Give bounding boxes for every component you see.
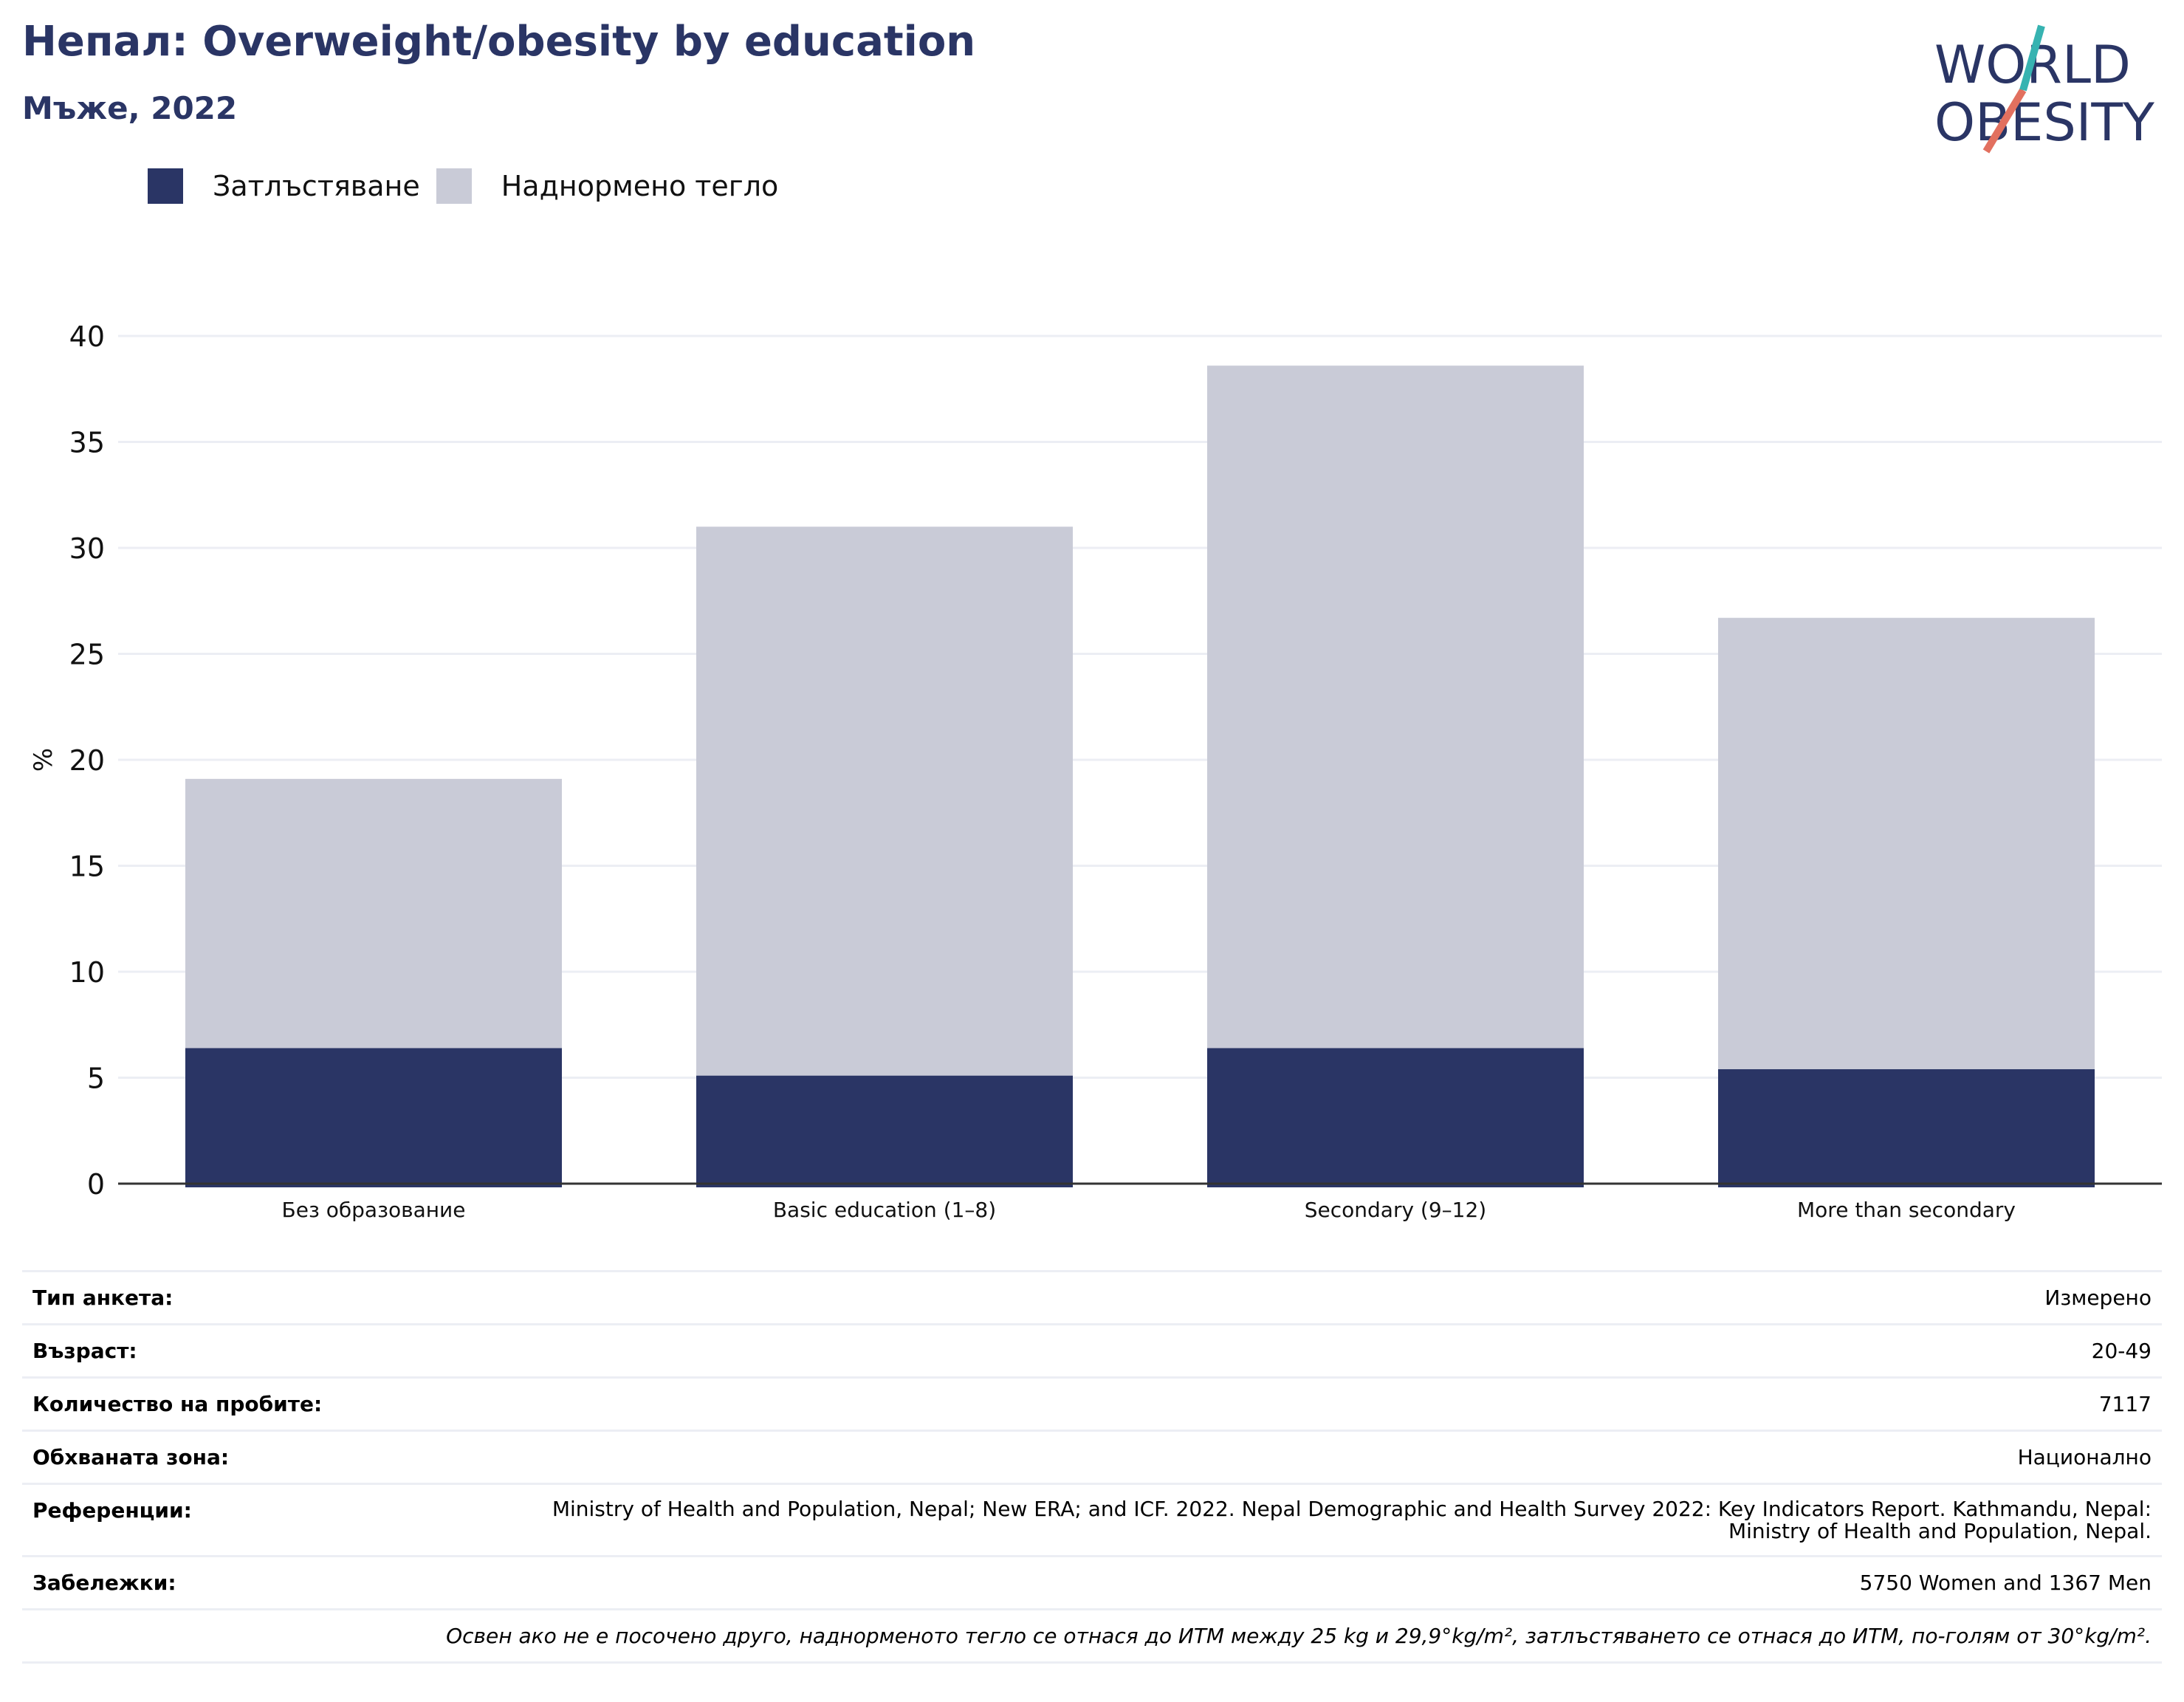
x-tick-label: More than secondary bbox=[1797, 1198, 2016, 1222]
legend-label-obesity: Затлъстяване bbox=[213, 170, 420, 202]
info-value: Национално bbox=[2017, 1445, 2152, 1469]
bar-obesity bbox=[1207, 1048, 1584, 1187]
info-value: 7117 bbox=[2098, 1392, 2152, 1416]
info-label: Обхваната зона: bbox=[32, 1445, 230, 1469]
chart-title: Непал: Overweight/obesity by education bbox=[22, 18, 976, 66]
x-tick-label: Без образование bbox=[282, 1198, 466, 1222]
legend-swatch-obesity bbox=[148, 168, 183, 204]
y-tick-label: 35 bbox=[69, 427, 105, 459]
info-row-notes: Забележки: 5750 Women and 1367 Men bbox=[22, 1555, 2162, 1608]
info-row-sample-size: Количество на пробите: 7117 bbox=[22, 1376, 2162, 1430]
info-row-survey-type: Тип анкета: Измерено bbox=[22, 1270, 2162, 1323]
info-row-area-covered: Обхваната зона: Национално bbox=[22, 1430, 2162, 1483]
legend-swatch-overweight bbox=[436, 168, 472, 204]
info-label: Количество на пробите: bbox=[32, 1392, 323, 1416]
info-label: Възраст: bbox=[32, 1339, 137, 1363]
info-label: Забележки: bbox=[32, 1571, 176, 1595]
bar-chart: 0 5 10 15 20 25 30 35 40% Без образование Basic ed… bbox=[29, 320, 2162, 1222]
bar-obesity bbox=[185, 1048, 562, 1187]
chart-subtitle: Мъже, 2022 bbox=[22, 90, 238, 126]
chart-legend: Затлъстяване Наднормено тегло bbox=[148, 168, 794, 204]
info-label: Референции: bbox=[32, 1498, 192, 1523]
info-row-age: Възраст: 20-49 bbox=[22, 1323, 2162, 1376]
bar-overweight bbox=[185, 778, 562, 1049]
world-obesity-logo: WORLD OBESITY bbox=[1934, 24, 2154, 154]
y-axis-label: % bbox=[29, 748, 58, 772]
info-row-references: Референции: Ministry of Health and Popul… bbox=[22, 1483, 2162, 1555]
bar-overweight bbox=[696, 526, 1073, 1076]
footnote: Освен ако не е посочено друго, наднормен… bbox=[22, 1608, 2162, 1664]
x-tick-label: Secondary (9–12) bbox=[1305, 1198, 1486, 1222]
y-tick-label: 10 bbox=[69, 956, 105, 989]
info-value: Ministry of Health and Population, Nepal… bbox=[552, 1497, 2152, 1543]
y-tick-label: 40 bbox=[69, 320, 105, 353]
y-tick-label: 25 bbox=[69, 639, 105, 671]
info-label: Тип анкета: bbox=[32, 1286, 174, 1310]
legend-item-obesity: Затлъстяване bbox=[148, 168, 420, 204]
y-tick-label: 0 bbox=[87, 1168, 105, 1201]
x-tick-label: Basic education (1–8) bbox=[773, 1198, 996, 1222]
info-value: 20-49 bbox=[2091, 1339, 2152, 1363]
logo-line-2: OBESITY bbox=[1934, 92, 2154, 153]
bar-overweight bbox=[1207, 366, 1584, 1049]
info-value: 5750 Women and 1367 Men bbox=[1859, 1571, 2152, 1595]
y-tick-label: 30 bbox=[69, 532, 105, 565]
legend-label-overweight: Наднормено тегло bbox=[501, 170, 779, 202]
legend-item-overweight: Наднормено тегло bbox=[436, 168, 779, 204]
bar-overweight bbox=[1718, 617, 2095, 1070]
info-value: Измерено bbox=[2044, 1286, 2152, 1310]
info-table: Тип анкета: Измерено Възраст: 20-49 Коли… bbox=[22, 1270, 2162, 1664]
bar-obesity bbox=[1718, 1069, 2095, 1187]
y-tick-label: 15 bbox=[69, 851, 105, 883]
bar-obesity bbox=[696, 1075, 1073, 1187]
y-tick-label: 20 bbox=[69, 744, 105, 777]
y-tick-label: 5 bbox=[87, 1063, 105, 1095]
